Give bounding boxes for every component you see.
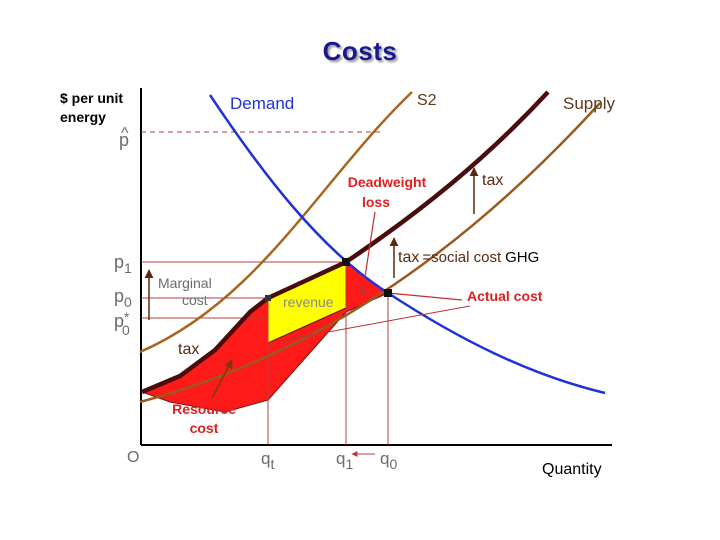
q1-label: q1 [336,449,353,472]
p-hat-label: p [119,130,129,150]
tax-offset-line [267,305,471,344]
qt-label: qt [261,449,274,472]
tax-right-label: tax [482,172,503,189]
p0star-label: p0 [114,311,130,338]
resource-cost-label-line1: Resource [172,401,236,417]
resource-cost-arrow [211,359,233,399]
y-axis-label-line2: energy [60,109,106,125]
p0-label: p0 [114,286,132,310]
x-axis-label: Quantity [542,461,602,478]
tax-lower-label: tax [178,341,199,358]
point-q1 [342,258,350,266]
q0-label: q0 [380,449,397,472]
p1-label: p1 [114,252,132,276]
marginal-cost-label-line2: cost [182,292,208,308]
deadweight-loss-area [345,261,389,313]
p-hat-accent: ^ [121,125,129,142]
point-q0 [384,289,392,297]
deadweight-arrow [359,211,376,297]
p0star-star: * [124,309,130,325]
s2-curve [139,91,413,354]
actual-cost-label: Actual cost [467,288,543,304]
tax-equals-social-cost-label: tax =social cost GHG [398,249,539,266]
s2-label: S2 [417,92,437,109]
demand-label: Demand [230,94,294,113]
supply-label: Supply [563,94,615,113]
resource-cost-label-line2: cost [190,420,219,436]
deadweight-label-line2: loss [362,194,390,210]
actual-cost-pointer [387,292,463,301]
slide-title: Costs [322,36,398,66]
revenue-label: revenue [283,294,334,310]
point-qt [265,295,271,301]
deadweight-label-line1: Deadweight [348,174,427,190]
supply-curve [139,102,601,404]
origin-label: O [127,449,139,466]
y-axis-label-line1: $ per unit [60,90,123,106]
marginal-cost-label-line1: Marginal [158,275,212,291]
market-cost-curve [141,90,550,395]
